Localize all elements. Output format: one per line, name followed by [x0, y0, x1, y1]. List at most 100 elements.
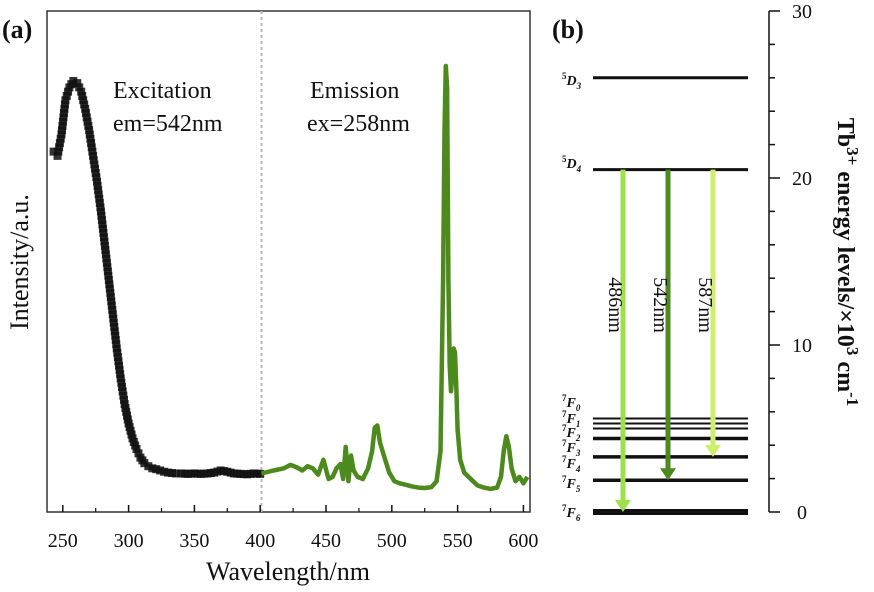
- excitation-point: [108, 305, 117, 314]
- excitation-point: [60, 104, 69, 113]
- excitation-point: [73, 79, 82, 88]
- transition-arrowhead: [615, 500, 631, 512]
- excitation-point: [93, 177, 102, 186]
- excitation-point: [116, 370, 125, 379]
- excitation-point: [97, 211, 106, 220]
- excitation-point: [105, 284, 114, 293]
- excitation-point: [103, 267, 112, 276]
- excitation-point: [91, 164, 100, 173]
- excitation-point: [57, 130, 66, 139]
- panel-a: (a) 250 300 350 400 450 500 550 600 Excitation …: [2, 10, 538, 586]
- annotation-excitation: Excitation: [113, 78, 212, 104]
- excitation-point: [105, 280, 114, 289]
- excitation-point: [93, 181, 102, 190]
- excitation-point: [99, 228, 108, 237]
- excitation-point: [56, 134, 65, 143]
- level-label-F4: 7F4: [562, 454, 581, 474]
- excitation-point: [100, 241, 109, 250]
- panel-a-label: (a): [2, 15, 32, 44]
- excitation-point: [112, 340, 121, 349]
- excitation-point: [132, 445, 141, 454]
- excitation-point: [107, 297, 116, 306]
- excitation-point: [94, 186, 103, 195]
- excitation-point: [111, 331, 120, 340]
- excitation-point: [58, 117, 67, 126]
- transition-label-486nm: 486nm: [604, 277, 626, 333]
- excitation-point: [87, 139, 96, 148]
- x-tick-label: 500: [377, 530, 407, 552]
- excitation-point: [95, 194, 104, 203]
- excitation-point: [85, 130, 94, 139]
- y-axis-title: Intensity/a.u.: [5, 194, 34, 330]
- excitation-point: [91, 169, 100, 177]
- excitation-point: [94, 190, 103, 199]
- excitation-point: [81, 109, 90, 118]
- excitation-point: [75, 83, 84, 92]
- excitation-point: [118, 387, 127, 396]
- excitation-point: [49, 147, 58, 156]
- excitation-point: [84, 121, 93, 130]
- level-label-F6: 7F6: [562, 503, 581, 523]
- excitation-point: [60, 100, 69, 109]
- excitation-point: [96, 207, 105, 216]
- excitation-point: [102, 254, 111, 263]
- level-label-F2: 7F2: [562, 423, 581, 443]
- excitation-point: [108, 310, 117, 319]
- excitation-point: [79, 96, 88, 105]
- excitation-point: [83, 117, 92, 126]
- excitation-point: [100, 237, 109, 246]
- x-axis-title: Wavelength/nm: [206, 557, 370, 586]
- energy-tick-label: 30: [792, 1, 812, 23]
- excitation-point: [113, 353, 122, 362]
- excitation-point: [104, 271, 113, 280]
- level-label-F5: 7F5: [562, 474, 581, 494]
- level-label-F0: 7F0: [562, 393, 581, 413]
- excitation-point: [109, 314, 118, 323]
- panel-b-label: (b): [552, 15, 584, 44]
- excitation-point: [58, 121, 67, 130]
- excitation-point: [92, 173, 101, 182]
- excitation-point: [119, 395, 128, 404]
- excitation-point: [86, 134, 95, 143]
- excitation-point: [110, 327, 119, 336]
- excitation-point: [57, 126, 66, 135]
- x-tick-label: 250: [48, 530, 78, 552]
- excitation-point: [106, 293, 115, 302]
- level-label-F1: 7F1: [562, 409, 580, 429]
- excitation-point: [77, 87, 86, 96]
- excitation-point: [134, 449, 143, 458]
- energy-axis-title: Tb3+ energy levels/×103 cm-1: [832, 118, 863, 407]
- excitation-point: [98, 224, 107, 233]
- excitation-point: [59, 109, 68, 118]
- excitation-point: [53, 151, 62, 160]
- x-tick-label: 600: [508, 530, 538, 552]
- excitation-point: [85, 126, 94, 135]
- excitation-point: [110, 323, 119, 332]
- excitation-point: [102, 258, 111, 267]
- excitation-point: [111, 335, 120, 344]
- excitation-point: [89, 156, 98, 165]
- excitation-point: [87, 143, 96, 152]
- level-label-D4: 5D4: [562, 154, 582, 174]
- x-tick-label: 450: [311, 530, 341, 552]
- excitation-point: [59, 113, 68, 122]
- excitation-point: [116, 374, 125, 383]
- excitation-point: [115, 365, 124, 374]
- x-tick-label: 300: [114, 530, 144, 552]
- excitation-point: [101, 250, 110, 259]
- energy-tick-label: 10: [792, 335, 812, 357]
- excitation-point: [55, 139, 64, 148]
- annotation-emission: Emission: [310, 78, 399, 104]
- emission-line: [260, 63, 530, 492]
- excitation-point: [81, 104, 90, 113]
- x-tick-label: 350: [179, 530, 209, 552]
- excitation-point: [96, 203, 105, 212]
- excitation-point: [109, 318, 118, 327]
- excitation-point: [113, 348, 122, 357]
- excitation-point: [101, 246, 110, 255]
- level-label-F3: 7F3: [562, 438, 581, 458]
- excitation-point: [55, 143, 64, 152]
- level-label-D3: 5D3: [562, 71, 582, 91]
- excitation-point: [114, 357, 123, 366]
